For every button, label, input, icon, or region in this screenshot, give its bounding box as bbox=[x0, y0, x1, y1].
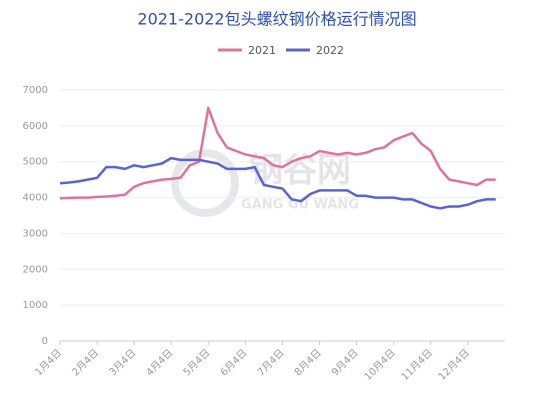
legend-label: 2022 bbox=[316, 44, 344, 57]
x-tick-label: 8月4日 bbox=[292, 347, 324, 379]
x-tick-label: 5月4日 bbox=[181, 347, 213, 379]
x-tick-label: 1月4日 bbox=[33, 347, 65, 379]
y-tick-label: 3000 bbox=[23, 228, 48, 239]
x-tick-label: 12月4日 bbox=[436, 347, 472, 383]
x-tick-label: 11月4日 bbox=[399, 347, 435, 383]
watermark-logo bbox=[171, 149, 239, 217]
x-tick-label: 7月4日 bbox=[255, 347, 287, 379]
x-tick-label: 9月4日 bbox=[329, 347, 361, 379]
x-tick-label: 6月4日 bbox=[218, 347, 250, 379]
chart-title: 2021-2022包头螺纹钢价格运行情况图 bbox=[137, 10, 416, 29]
y-tick-label: 6000 bbox=[23, 121, 48, 132]
series-line bbox=[59, 156, 496, 210]
y-tick-label: 5000 bbox=[23, 157, 48, 168]
x-tick-label: 2月4日 bbox=[70, 347, 102, 379]
x-tick-label: 4月4日 bbox=[144, 347, 176, 379]
y-tick-label: 2000 bbox=[23, 264, 48, 275]
y-tick-label: 4000 bbox=[23, 193, 48, 204]
watermark-sub: GANG GU WANG bbox=[241, 198, 359, 213]
x-tick-label: 10月4日 bbox=[362, 347, 398, 383]
x-tick-label: 3月4日 bbox=[107, 347, 139, 379]
y-tick-label: 1000 bbox=[23, 300, 48, 311]
y-tick-label: 7000 bbox=[23, 85, 48, 96]
legend-label: 2021 bbox=[248, 44, 276, 57]
y-tick-label: 0 bbox=[42, 336, 48, 347]
series-line bbox=[59, 106, 496, 200]
